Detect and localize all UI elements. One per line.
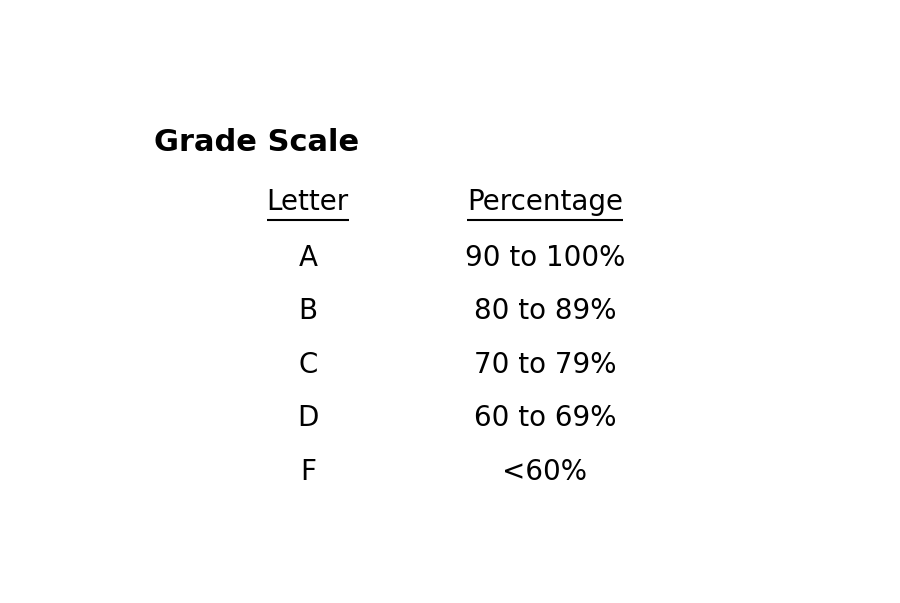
Text: Percentage: Percentage (467, 188, 623, 216)
Text: Grade Scale: Grade Scale (155, 127, 359, 157)
Text: D: D (297, 404, 319, 432)
Text: 70 to 79%: 70 to 79% (473, 351, 616, 379)
Text: 90 to 100%: 90 to 100% (464, 244, 626, 272)
Text: 80 to 89%: 80 to 89% (473, 297, 616, 326)
Text: C: C (298, 351, 318, 379)
Text: F: F (300, 458, 316, 485)
Text: <60%: <60% (502, 458, 588, 485)
Text: A: A (298, 244, 318, 272)
Text: Letter: Letter (266, 188, 349, 216)
Text: B: B (298, 297, 318, 326)
Text: 60 to 69%: 60 to 69% (473, 404, 616, 432)
